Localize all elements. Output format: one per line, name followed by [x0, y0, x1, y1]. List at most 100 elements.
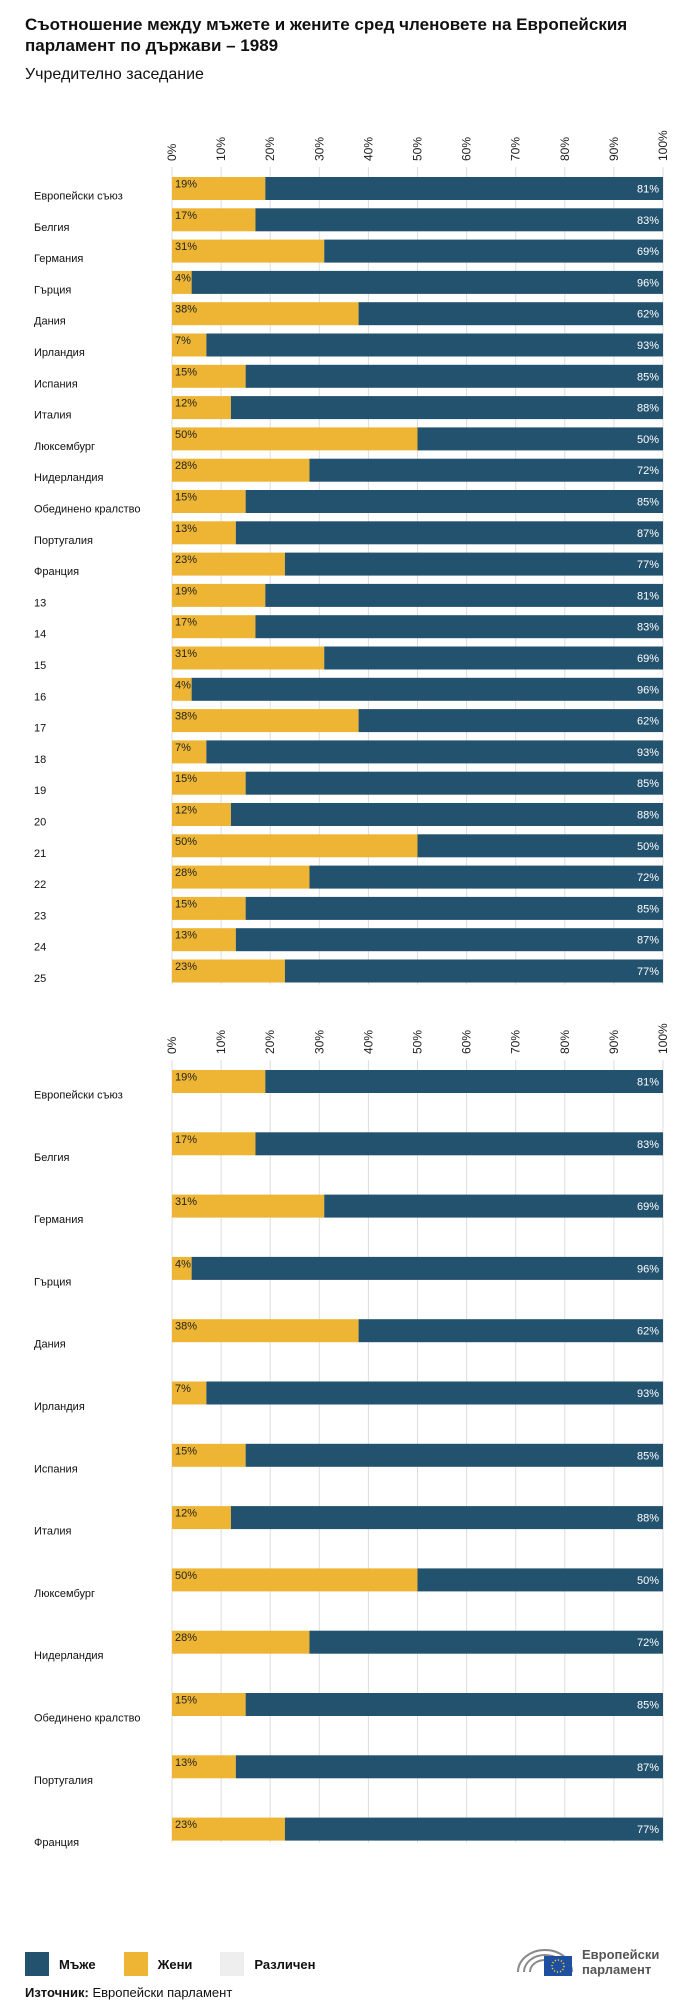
- chart2-tick-label: 0%: [165, 1036, 179, 1054]
- chart1-value-label-men: 81%: [637, 184, 659, 196]
- chart1-value-label-women: 17%: [175, 210, 197, 222]
- chart1-tick-label: 20%: [263, 137, 277, 161]
- chart1-value-label-men: 96%: [637, 277, 659, 289]
- chart1-value-label-men: 77%: [637, 559, 659, 571]
- chart1-bar-women: [172, 427, 418, 451]
- chart1-value-label-women: 38%: [175, 711, 197, 723]
- chart1-value-label-women: 12%: [175, 805, 197, 817]
- chart2-category-label: Франция: [34, 1837, 79, 1849]
- chart1-category-label: Германия: [34, 253, 83, 265]
- chart1-bar-women: [172, 552, 285, 576]
- chart1-bar-men: [265, 177, 663, 200]
- chart1-value-label-women: 15%: [175, 898, 197, 910]
- logo-line-1: Европейски: [582, 1947, 660, 1962]
- chart2-category-label: Европейски съюз: [34, 1090, 123, 1102]
- chart2-value-label-men: 83%: [637, 1139, 659, 1151]
- chart2-tick-label: 10%: [214, 1030, 228, 1054]
- chart2-bar-women: [172, 1319, 359, 1343]
- chart1-bar-men: [417, 427, 663, 451]
- chart1-value-label-women: 15%: [175, 366, 197, 378]
- chart1-bar-men: [265, 583, 663, 607]
- chart2-bar-men: [309, 1630, 663, 1654]
- chart1-bar-women: [172, 803, 231, 826]
- chart1-value-label-men: 83%: [637, 622, 659, 634]
- chart1-value-label-men: 85%: [637, 497, 659, 509]
- chart2-value-label-women: 50%: [175, 1570, 197, 1582]
- chart1-bar-men: [417, 834, 663, 858]
- legend: Мъже Жени Различен: [25, 1952, 343, 1976]
- chart1-bar-women: [172, 490, 246, 513]
- chart2-value-label-men: 96%: [637, 1263, 659, 1275]
- chart1-category-label: 14: [34, 629, 46, 641]
- chart1-bar-women: [172, 740, 207, 764]
- chart2-bar-men: [206, 1381, 663, 1405]
- chart1-category-label: Нидерландия: [34, 472, 104, 484]
- chart2-value-label-men: 85%: [637, 1700, 659, 1712]
- chart2-category-label: Люксембург: [34, 1588, 95, 1600]
- chart1-value-label-men: 83%: [637, 215, 659, 227]
- chart1-value-label-men: 88%: [637, 810, 659, 822]
- chart2-bar-men: [235, 1755, 663, 1779]
- chart1-bar-men: [309, 865, 663, 889]
- chart2-bar-men: [284, 1817, 663, 1841]
- chart1-category-label: Италия: [34, 410, 72, 422]
- chart1-bar-women: [172, 239, 325, 263]
- chart1-bar-women: [172, 646, 325, 670]
- chart2-bar-women: [172, 1070, 266, 1093]
- chart2-bar-women: [172, 1817, 285, 1841]
- chart2-value-label-women: 15%: [175, 1445, 197, 1457]
- chart1-value-label-men: 62%: [637, 716, 659, 728]
- chart1-value-label-men: 85%: [637, 778, 659, 790]
- chart2-value-label-men: 72%: [637, 1637, 659, 1649]
- chart1-bar-men: [255, 615, 663, 639]
- chart1-category-label: Португалия: [34, 535, 93, 547]
- chart1-bar-men: [191, 270, 663, 294]
- chart2-bar-women: [172, 1381, 207, 1405]
- chart1-value-label-men: 85%: [637, 371, 659, 383]
- legend-label-women: Жени: [157, 1956, 193, 1972]
- chart1-bar-men: [324, 646, 663, 670]
- chart1-bar-men: [284, 552, 663, 576]
- chart1-bar-women: [172, 364, 246, 388]
- chart1-value-label-men: 69%: [637, 246, 659, 258]
- chart1-tick-label: 100%: [656, 130, 670, 161]
- logo: Европейски парламент: [514, 1942, 659, 1982]
- chart1-bar-women: [172, 615, 256, 639]
- chart1-value-label-men: 72%: [637, 465, 659, 477]
- legend-item-men: Мъже: [25, 1952, 96, 1976]
- chart2-value-label-men: 88%: [637, 1513, 659, 1525]
- chart1-tick-label: 30%: [312, 137, 326, 161]
- chart1-value-label-women: 23%: [175, 554, 197, 566]
- chart1-tick-label: 60%: [460, 137, 474, 161]
- chart2-category-label: Ирландия: [34, 1401, 85, 1413]
- chart1-value-label-men: 93%: [637, 747, 659, 759]
- chart1-value-label-women: 7%: [175, 742, 191, 754]
- chart2-bar-women: [172, 1194, 325, 1218]
- legend-swatch-women: [123, 1952, 148, 1976]
- chart1-value-label-women: 13%: [175, 523, 197, 535]
- chart1-bar-men: [284, 959, 663, 983]
- chart2-tick-label: 30%: [312, 1030, 326, 1054]
- chart1-value-label-men: 87%: [637, 935, 659, 947]
- chart2-category-label: Нидерландия: [34, 1650, 104, 1662]
- chart2-bar-women: [172, 1755, 236, 1779]
- chart1-bar-women: [172, 677, 192, 701]
- chart2-value-label-women: 4%: [175, 1258, 191, 1270]
- chart1-value-label-women: 12%: [175, 398, 197, 410]
- legend-label-other: Различен: [254, 1956, 316, 1972]
- chart1-value-label-men: 88%: [637, 403, 659, 415]
- chart2-bar-men: [417, 1568, 663, 1592]
- chart1-bar-women: [172, 709, 359, 733]
- chart1-value-label-women: 4%: [175, 272, 191, 284]
- chart2-bar-men: [245, 1443, 663, 1467]
- chart1-value-label-women: 50%: [175, 429, 197, 441]
- chart1-bar-men: [245, 364, 663, 388]
- chart2-bar-women: [172, 1256, 192, 1280]
- chart1-bar-men: [206, 740, 663, 764]
- chart1-bar-men: [230, 396, 664, 420]
- logo-line-2: парламент: [582, 1962, 652, 1977]
- chart2-tick-label: 100%: [656, 1023, 670, 1054]
- chart1-tick-label: 10%: [214, 137, 228, 161]
- chart2-bar-men: [191, 1256, 663, 1280]
- bar-chart-1-svg: 0% 10% 20% 30% 40% 50% 60% 70% 80% 90% 100% Европей…: [34, 130, 670, 985]
